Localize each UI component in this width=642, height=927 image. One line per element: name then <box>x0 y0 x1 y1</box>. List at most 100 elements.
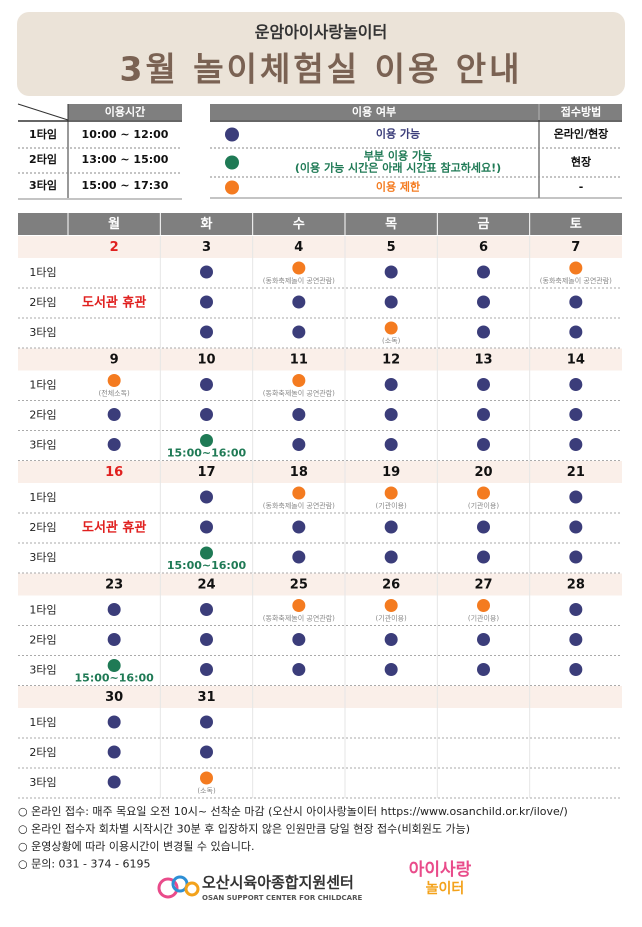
date-row <box>18 686 622 708</box>
status-dot <box>107 438 121 451</box>
status-dot <box>200 325 213 339</box>
status-dot <box>569 663 583 676</box>
time-range: 13:00 ~ 15:00 <box>82 153 169 166</box>
date: 17 <box>197 465 215 480</box>
row-label: 1타임 <box>29 716 56 729</box>
status-dot <box>200 295 213 309</box>
cell-note: 15:00~16:00 <box>167 559 247 572</box>
status-dot <box>569 261 583 275</box>
status-dot <box>107 745 121 759</box>
table-header <box>210 104 538 120</box>
status-dot <box>477 438 490 451</box>
day-name: 목 <box>385 217 397 232</box>
footer-note: ○ 문의: 031 - 374 - 6195 <box>18 858 150 871</box>
date: 2 <box>110 240 119 255</box>
date: 11 <box>290 353 308 368</box>
day-name: 수 <box>293 217 305 232</box>
logo-name: 오산시육아종합지원센터 <box>202 874 354 892</box>
footer-note: ○ 운영상황에 따라 이용시간이 변경될 수 있습니다. <box>18 839 254 853</box>
status-dot <box>569 633 583 646</box>
status-dot <box>569 438 583 451</box>
status-dot <box>225 127 239 142</box>
status-dot <box>107 374 121 387</box>
time-range: 10:00 ~ 12:00 <box>82 128 169 141</box>
time-label: 3타임 <box>29 178 57 192</box>
status-dot <box>569 520 583 534</box>
status-dot <box>384 265 398 279</box>
date: 12 <box>382 353 400 368</box>
date-row <box>18 573 622 596</box>
header-box <box>17 12 625 96</box>
status-dot <box>200 745 213 759</box>
status-dot <box>384 486 398 500</box>
day-name: 금 <box>478 217 490 232</box>
closed-note: 도서관 휴관 <box>82 520 146 536</box>
status-dot <box>200 633 213 646</box>
table-header <box>68 104 182 120</box>
status-dot <box>569 295 583 309</box>
status-dot <box>200 715 213 729</box>
status-dot <box>477 520 490 534</box>
header-text: 이용 여부 <box>352 105 396 119</box>
status-dot <box>569 490 583 504</box>
status-dot <box>477 663 490 676</box>
cell-note: (기관이용) <box>376 614 407 623</box>
cell-note: (전체소독) <box>99 389 130 398</box>
date: 30 <box>105 690 123 705</box>
date: 14 <box>567 353 585 368</box>
date: 28 <box>567 578 585 593</box>
row-label: 3타임 <box>29 664 56 677</box>
date-row <box>18 348 622 371</box>
date: 13 <box>474 353 492 368</box>
status-dot <box>292 550 306 564</box>
status-dot <box>292 408 306 421</box>
row-label: 1타임 <box>29 491 56 504</box>
row-label: 3타임 <box>29 326 56 339</box>
date: 7 <box>571 240 580 255</box>
cell-note: (동화축제놀이 공연관람) <box>263 614 335 623</box>
title: 3월 놀이체험실 이용 안내 <box>119 50 522 89</box>
legend-method: 현장 <box>571 155 591 169</box>
date: 3 <box>202 240 211 255</box>
row-label: 3타임 <box>29 551 56 564</box>
date: 10 <box>197 353 215 368</box>
cell-note: (기관이용) <box>468 501 499 510</box>
status-dot <box>384 520 398 534</box>
brand-bottom: 놀이터 <box>426 880 465 897</box>
legend-method: - <box>579 181 584 194</box>
status-dot <box>200 408 213 421</box>
day-name: 월 <box>108 216 120 232</box>
date: 16 <box>105 465 123 480</box>
status-dot <box>384 321 398 335</box>
status-dot <box>477 599 490 612</box>
cell-note: (동화축제놀이 공연관람) <box>263 389 335 398</box>
row-label: 1타임 <box>29 379 56 392</box>
time-label: 1타임 <box>29 127 57 141</box>
subtitle: 운암아이사랑놀이터 <box>255 23 387 42</box>
date: 31 <box>197 690 215 705</box>
status-dot <box>292 261 306 275</box>
status-dot <box>107 775 121 789</box>
status-dot <box>384 378 398 391</box>
day-name: 토 <box>570 217 582 232</box>
date: 26 <box>382 578 400 593</box>
status-dot <box>477 550 490 564</box>
status-dot <box>569 550 583 564</box>
status-dot <box>384 408 398 421</box>
status-dot <box>225 155 239 170</box>
status-dot <box>384 550 398 564</box>
status-dot <box>107 408 121 421</box>
status-dot <box>569 325 583 339</box>
status-dot <box>384 438 398 451</box>
status-dot <box>200 603 213 616</box>
status-dot <box>569 378 583 391</box>
date: 9 <box>110 353 119 368</box>
status-dot <box>569 603 583 616</box>
time-label: 2타임 <box>29 152 57 166</box>
footer-note: ○ 온라인 접수: 매주 목요일 오전 10시~ 선착순 마감 (오산시 아이사… <box>18 804 568 818</box>
date: 4 <box>294 240 303 255</box>
brand-top: 아이사랑 <box>409 860 472 880</box>
cell-note: (소독) <box>197 787 216 795</box>
cell-note: (기관이용) <box>468 614 499 623</box>
